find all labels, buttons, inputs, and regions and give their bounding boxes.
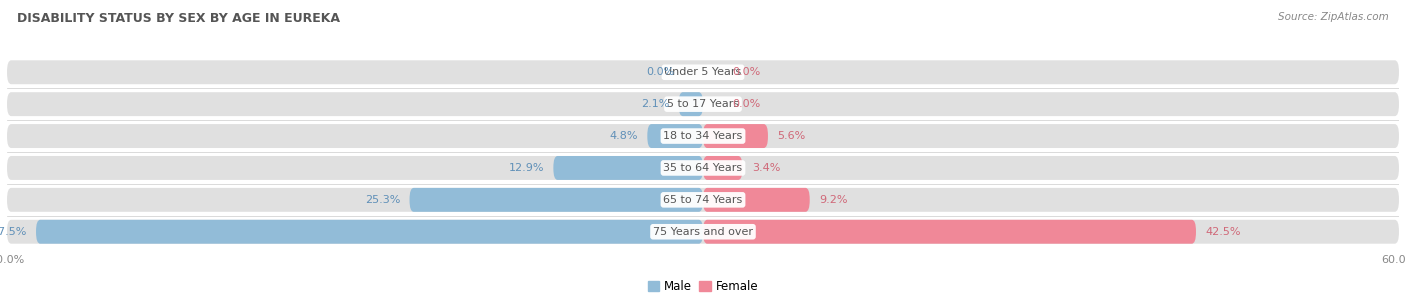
FancyBboxPatch shape <box>554 156 703 180</box>
Text: 9.2%: 9.2% <box>818 195 848 205</box>
FancyBboxPatch shape <box>7 188 1399 212</box>
Text: DISABILITY STATUS BY SEX BY AGE IN EUREKA: DISABILITY STATUS BY SEX BY AGE IN EUREK… <box>17 12 340 25</box>
Text: 18 to 34 Years: 18 to 34 Years <box>664 131 742 141</box>
Text: 25.3%: 25.3% <box>366 195 401 205</box>
FancyBboxPatch shape <box>703 220 1197 244</box>
FancyBboxPatch shape <box>703 156 742 180</box>
Text: 5 to 17 Years: 5 to 17 Years <box>666 99 740 109</box>
FancyBboxPatch shape <box>7 92 1399 116</box>
Text: 5.6%: 5.6% <box>778 131 806 141</box>
FancyBboxPatch shape <box>37 220 703 244</box>
Text: 4.8%: 4.8% <box>610 131 638 141</box>
Text: Source: ZipAtlas.com: Source: ZipAtlas.com <box>1278 12 1389 22</box>
Text: 57.5%: 57.5% <box>0 227 27 237</box>
Text: 42.5%: 42.5% <box>1205 227 1240 237</box>
FancyBboxPatch shape <box>7 220 1399 244</box>
FancyBboxPatch shape <box>647 124 703 148</box>
Text: 0.0%: 0.0% <box>645 67 673 77</box>
Text: 0.0%: 0.0% <box>733 67 761 77</box>
FancyBboxPatch shape <box>7 60 1399 84</box>
FancyBboxPatch shape <box>703 124 768 148</box>
Text: 3.4%: 3.4% <box>752 163 780 173</box>
Text: 75 Years and over: 75 Years and over <box>652 227 754 237</box>
Text: 35 to 64 Years: 35 to 64 Years <box>664 163 742 173</box>
FancyBboxPatch shape <box>409 188 703 212</box>
FancyBboxPatch shape <box>7 156 1399 180</box>
FancyBboxPatch shape <box>7 124 1399 148</box>
Text: 12.9%: 12.9% <box>509 163 544 173</box>
Text: 2.1%: 2.1% <box>641 99 669 109</box>
Legend: Male, Female: Male, Female <box>643 275 763 298</box>
FancyBboxPatch shape <box>703 188 810 212</box>
Text: Under 5 Years: Under 5 Years <box>665 67 741 77</box>
Text: 0.0%: 0.0% <box>733 99 761 109</box>
Text: 65 to 74 Years: 65 to 74 Years <box>664 195 742 205</box>
FancyBboxPatch shape <box>679 92 703 116</box>
